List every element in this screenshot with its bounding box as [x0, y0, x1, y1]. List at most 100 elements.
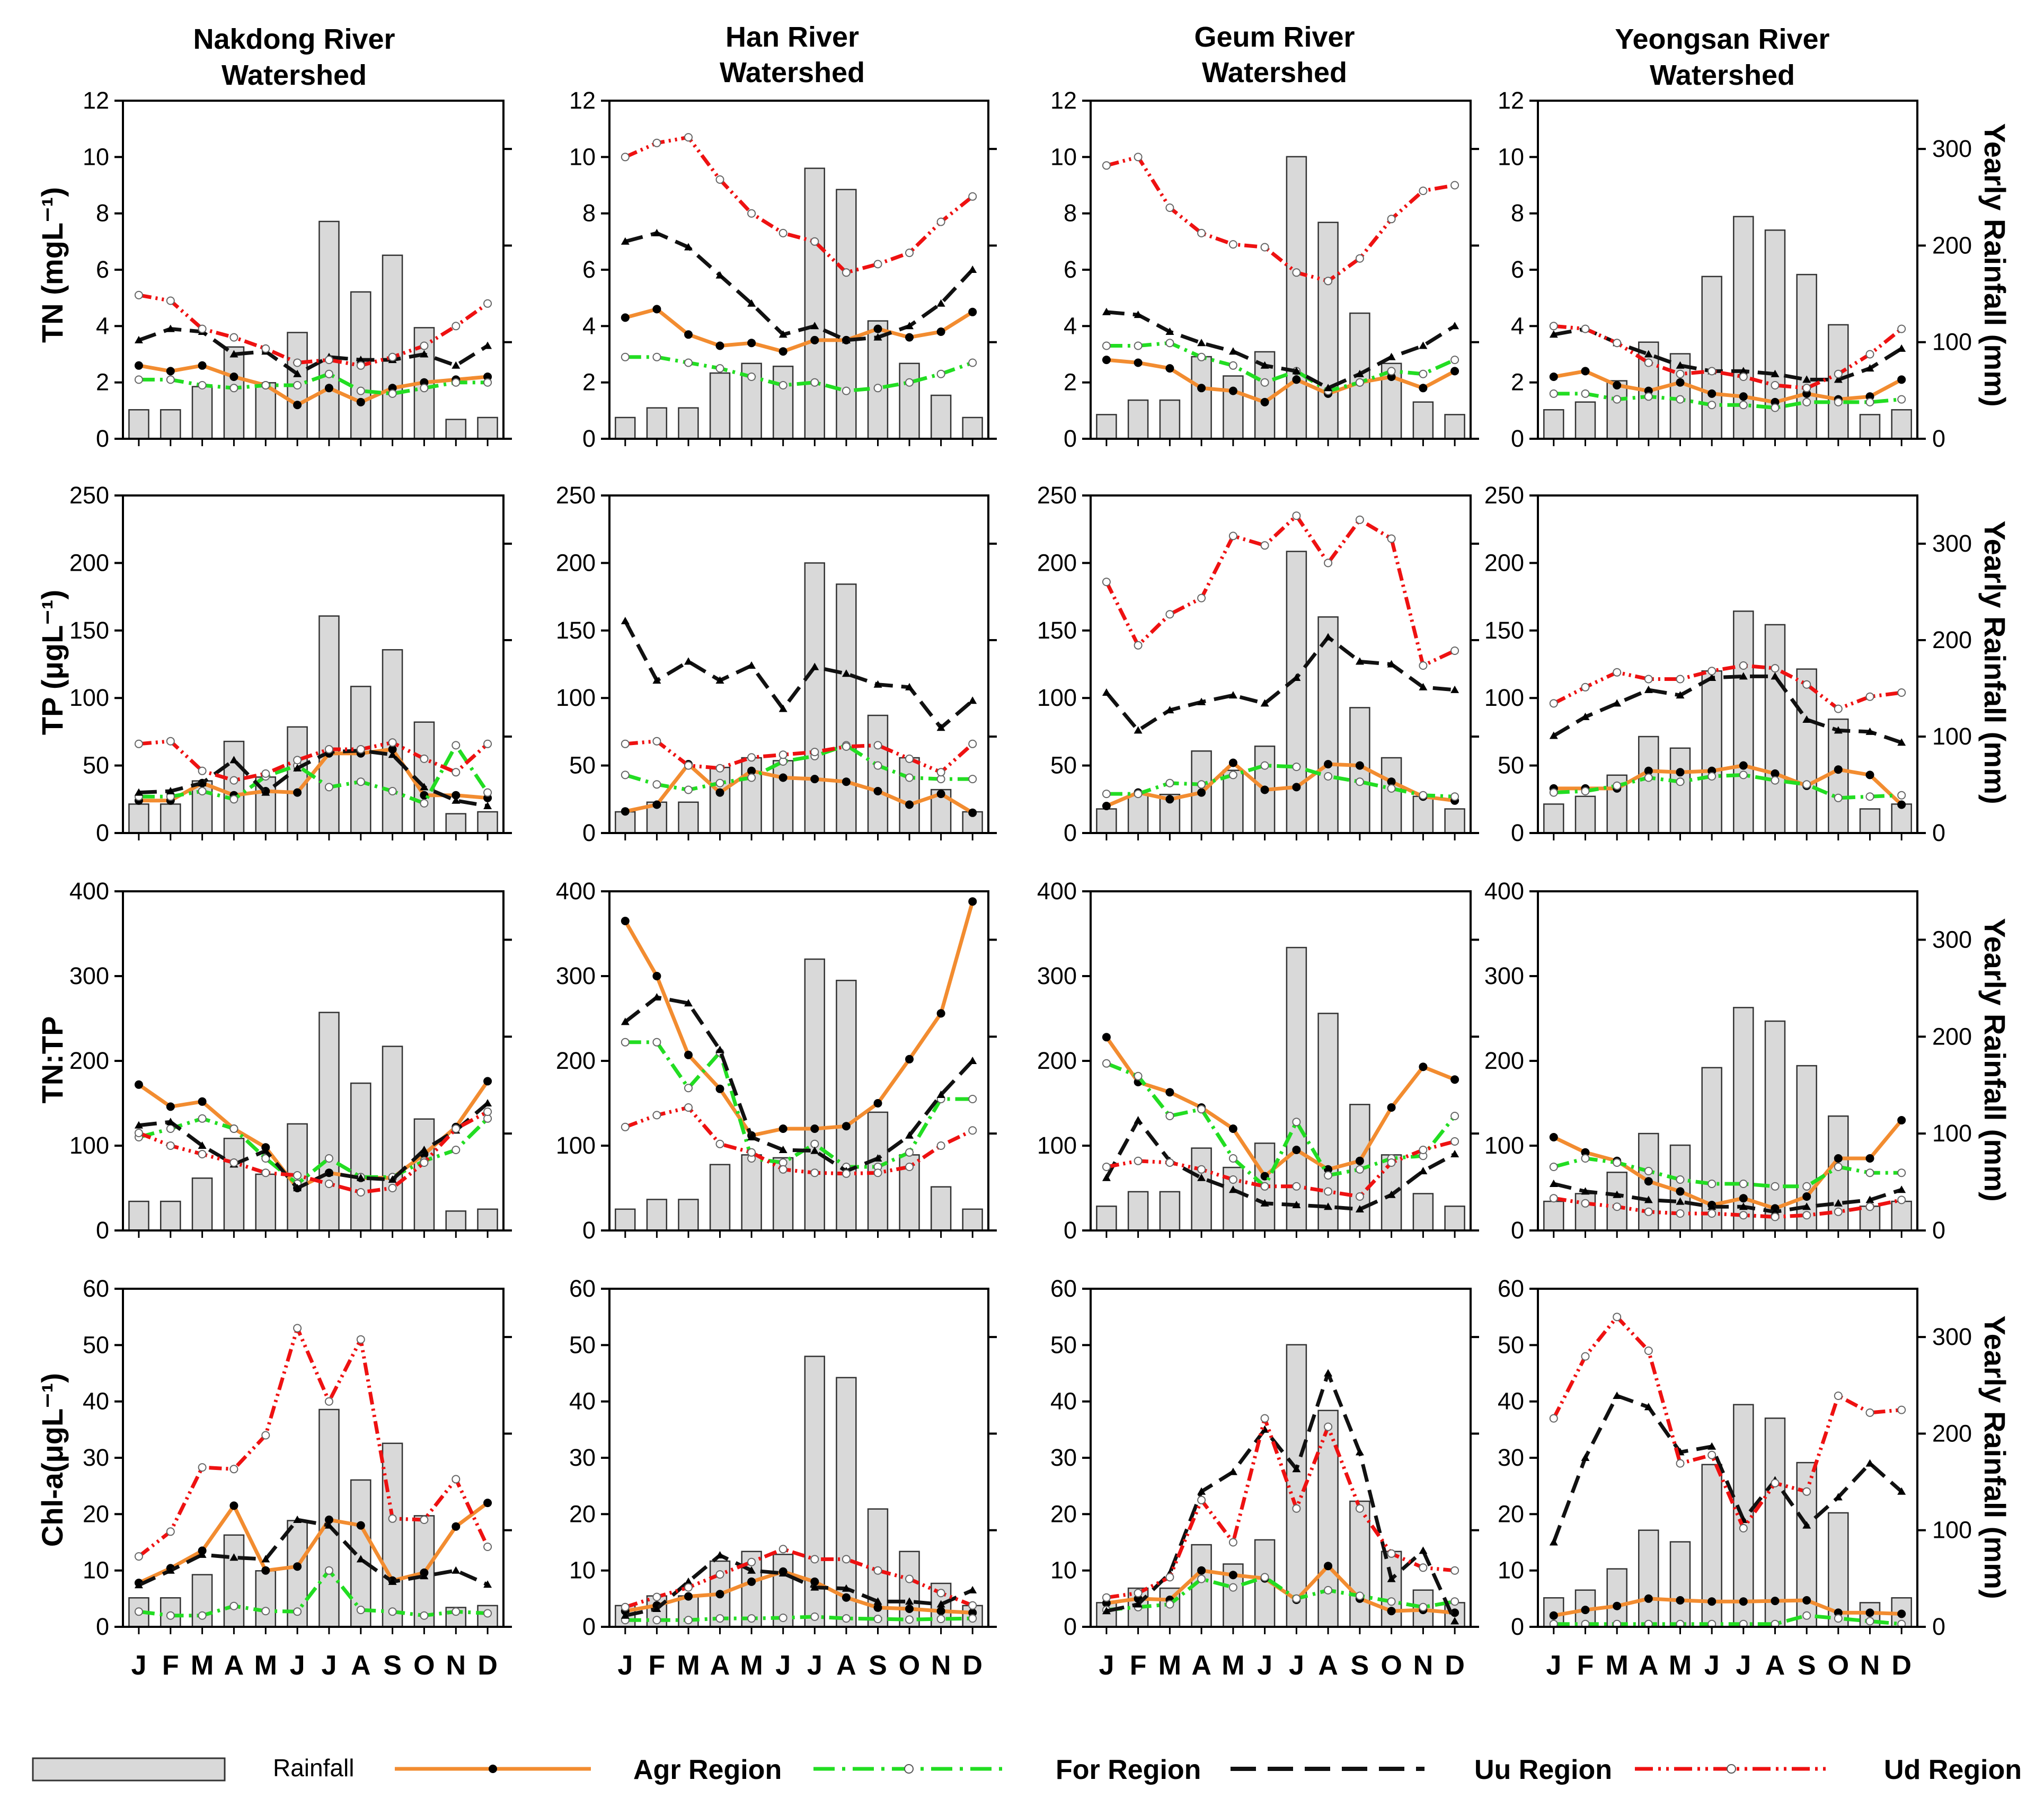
point-for-3 — [198, 381, 207, 389]
point-ud-4 — [1644, 1347, 1653, 1355]
point-for-5 — [1228, 1154, 1237, 1163]
y-tick-label-6: 12 — [83, 87, 109, 114]
point-uu-6 — [778, 330, 787, 338]
month-label-6: J — [1704, 1650, 1720, 1681]
point-uu-9 — [873, 1154, 882, 1162]
rainfall-bar-2 — [160, 1597, 181, 1628]
point-ud-5 — [747, 753, 756, 762]
point-agr-11 — [1865, 1154, 1874, 1163]
point-uu-9 — [1802, 375, 1811, 383]
rainfall-bar-12 — [962, 1208, 983, 1232]
point-uu-11 — [1419, 341, 1428, 349]
point-for-4 — [715, 364, 724, 373]
point-uu-5 — [747, 1566, 756, 1574]
point-uu-5 — [1676, 1197, 1685, 1205]
y-tick-label-1: 10 — [83, 1557, 109, 1584]
point-ud-6 — [1707, 1450, 1716, 1459]
right-tick-label-2: 200 — [1932, 232, 1972, 259]
point-ud-9 — [1355, 1504, 1364, 1513]
y-tick-label-4: 8 — [96, 200, 109, 227]
point-for-1 — [1549, 788, 1558, 797]
right-tick-label-2: 200 — [1932, 626, 1972, 653]
month-label-11: N — [446, 1650, 466, 1681]
right-axis-label-tn: Yearly Rainfall (mm) — [1978, 123, 2012, 406]
series-line-uu — [1105, 635, 1455, 732]
series-line-uu — [1552, 1394, 1903, 1543]
row-label-tp: TP (μgL⁻¹) — [36, 590, 69, 735]
point-for-12 — [483, 378, 492, 387]
point-for-8 — [1324, 1171, 1333, 1180]
y-tick-label-3: 300 — [69, 962, 109, 989]
right-tick-label-2: 200 — [1932, 1420, 1972, 1447]
point-for-10 — [1834, 1163, 1843, 1171]
point-ud-7 — [810, 1168, 819, 1177]
rainfall-bar-11 — [1859, 808, 1881, 834]
point-ud-3 — [1613, 1313, 1622, 1322]
point-agr-7 — [810, 1124, 819, 1133]
point-uu-1 — [1102, 688, 1111, 696]
point-agr-5 — [1676, 378, 1685, 387]
point-ud-5 — [1676, 1459, 1685, 1468]
point-for-11 — [452, 378, 461, 387]
point-ud-7 — [324, 1397, 333, 1406]
point-ud-6 — [1707, 1209, 1716, 1218]
point-for-4 — [1644, 773, 1653, 782]
rainfall-bar-2 — [160, 409, 181, 440]
rainfall-bar-7 — [1286, 156, 1307, 440]
rainfall-bar-3 — [1606, 380, 1627, 440]
point-uu-11 — [936, 299, 945, 307]
y-tick-label-4: 40 — [1498, 1388, 1524, 1415]
point-agr-7 — [1292, 375, 1301, 384]
point-for-5 — [1228, 1583, 1237, 1592]
point-uu-8 — [356, 1555, 365, 1563]
point-agr-3 — [1165, 795, 1174, 804]
point-for-6 — [1260, 761, 1269, 770]
point-agr-3 — [684, 1050, 693, 1059]
point-uu-9 — [1355, 369, 1364, 377]
series-line-ud — [624, 1547, 974, 1609]
legend-agr-label: Agr Region — [633, 1755, 782, 1785]
point-for-11 — [1419, 369, 1428, 378]
point-agr-4 — [1644, 1594, 1653, 1603]
point-uu-6 — [1260, 1425, 1269, 1433]
point-uu-10 — [1387, 352, 1396, 360]
right-tick-label-1: 100 — [1932, 329, 1972, 356]
point-agr-10 — [905, 1055, 914, 1064]
month-label-10: O — [413, 1650, 435, 1681]
point-ud-7 — [1292, 268, 1301, 277]
rainfall-bar-12 — [962, 417, 983, 440]
point-ud-8 — [842, 268, 851, 277]
point-ud-5 — [747, 1148, 756, 1157]
point-for-4 — [229, 1601, 238, 1610]
series-line-uu — [1106, 310, 1456, 390]
right-tick-label-0: 0 — [1932, 1613, 1945, 1640]
point-ud-12 — [968, 739, 977, 748]
y-tick-label-1: 100 — [556, 1132, 596, 1159]
point-agr-11 — [936, 1009, 945, 1018]
point-ud-1 — [621, 1602, 630, 1611]
series-line-for — [138, 372, 488, 396]
rainfall-bar-11 — [1412, 795, 1434, 834]
y-tick-label-5: 50 — [1050, 1331, 1077, 1358]
right-axis-label-chla: Yearly Rainfall (mm) — [1978, 1315, 2012, 1599]
point-agr-12 — [968, 808, 977, 817]
point-for-11 — [1865, 1168, 1874, 1177]
point-agr-4 — [229, 373, 238, 381]
point-ud-8 — [842, 1169, 851, 1178]
y-tick-label-6: 12 — [1498, 87, 1524, 114]
point-agr-8 — [356, 397, 365, 406]
point-ud-5 — [1228, 1175, 1237, 1184]
point-for-3 — [1613, 1158, 1622, 1167]
month-label-7: J — [1289, 1650, 1304, 1681]
point-uu-9 — [388, 1577, 397, 1585]
right-tick-label-3: 300 — [1932, 135, 1972, 162]
point-agr-4 — [715, 341, 724, 350]
y-tick-label-2: 20 — [569, 1500, 596, 1527]
y-tick-label-5: 50 — [1498, 1331, 1524, 1358]
point-ud-4 — [229, 1465, 238, 1474]
point-agr-8 — [842, 777, 851, 786]
point-uu-2 — [166, 324, 175, 332]
point-uu-6 — [293, 764, 302, 772]
